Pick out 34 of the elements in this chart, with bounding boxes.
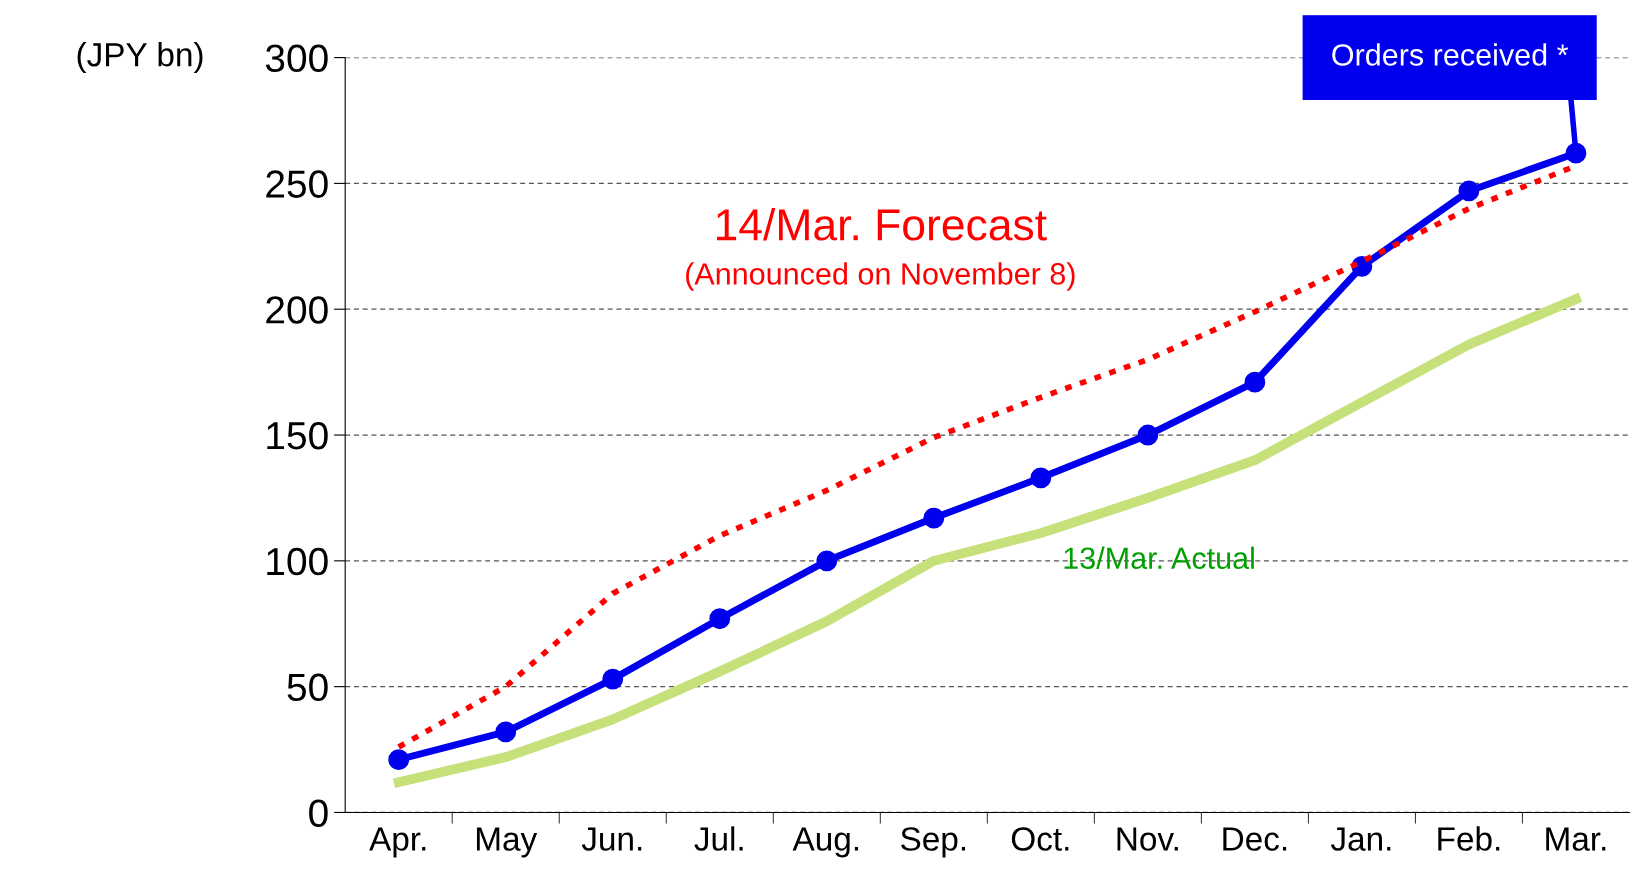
x-tick-label: Apr. (369, 827, 426, 858)
y-tick-label: 100 (267, 547, 328, 576)
y-tick-label: 200 (266, 296, 328, 324)
x-tick-label: Oct. (1011, 827, 1069, 851)
x-tick-label: Feb. (1438, 826, 1500, 851)
y-tick-label: 150 (267, 421, 328, 450)
y-tick-label: 0 (309, 799, 328, 827)
y-axis-title: (JPY bn) (77, 42, 203, 74)
point (816, 550, 838, 572)
point (709, 608, 731, 630)
y-tick-label: 300 (265, 44, 328, 73)
point (1458, 180, 1480, 202)
x-tick-label: Nov. (1117, 827, 1178, 851)
x-tick-label: Mar. (1546, 827, 1606, 851)
point (1244, 371, 1266, 393)
text: 14/Mar. Forecast (716, 207, 1047, 241)
annotation: (Announced on November 8) (686, 262, 1075, 291)
x-tick-label: Dec. (1223, 827, 1287, 851)
point (388, 749, 410, 771)
point (495, 721, 517, 743)
point (1137, 424, 1159, 446)
x-tick-label: Jul. (694, 826, 743, 851)
y-tick-label: 250 (266, 170, 328, 198)
point (923, 507, 945, 529)
series-label: 13/Mar. Actual (1064, 546, 1254, 570)
x-tick-label: Jan. (1330, 827, 1391, 851)
text: Orders received * (1332, 43, 1569, 66)
x-tick-label: Aug. (792, 827, 859, 858)
point (1030, 467, 1052, 489)
point (602, 668, 624, 690)
y-tick-label: 50 (287, 673, 328, 702)
x-tick-label: May (476, 827, 538, 858)
x-tick-label: Sep. (901, 827, 966, 858)
x-tick-label: Jun. (581, 827, 642, 851)
